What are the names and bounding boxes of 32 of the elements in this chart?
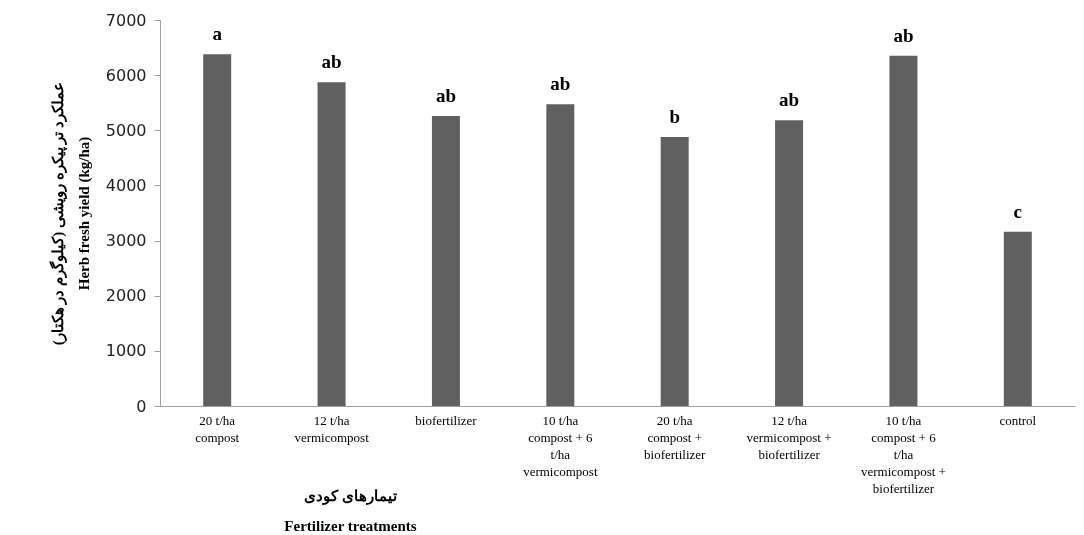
x-tick-label: control [999, 412, 1037, 428]
y-tick-label: 0 [136, 396, 147, 416]
bar [546, 104, 575, 406]
bar [431, 115, 460, 406]
x-tick-label: 20 t/ha compost [195, 412, 240, 445]
bar [660, 136, 689, 406]
annotation: ab [321, 51, 342, 73]
y-tick-label: 2000 [105, 286, 147, 306]
bar [775, 120, 804, 406]
x-tick-label: 20 t/ha compost + biofertilizer [644, 412, 707, 462]
annotation: a [212, 23, 223, 45]
y-tick-label: 6000 [105, 65, 147, 85]
y-tick-label: 7000 [105, 10, 147, 30]
x-tick-label: 12 t/ha vermicompost [294, 412, 370, 445]
bar [889, 55, 918, 406]
bar [317, 82, 346, 406]
y-tick-label: 5000 [105, 120, 147, 140]
annotation: ab [893, 24, 914, 46]
y-tick-label: 1000 [105, 341, 147, 361]
bar [1003, 231, 1032, 406]
y-tick-label: 4000 [105, 175, 147, 195]
x-tick-label: biofertilizer [415, 412, 478, 428]
annotation: b [669, 105, 680, 127]
annotation: c [1013, 200, 1023, 222]
bar [203, 54, 232, 406]
x-tick-label: 10 t/ha compost + 6 t/ha vermicompost + biofertilizer [860, 412, 946, 496]
x-tick-label: 10 t/ha compost + 6 t/ha vermicompost [523, 412, 598, 479]
annotation: ab [550, 73, 571, 95]
x-tick-label: 12 t/ha vermicompost + biofertilizer [746, 412, 832, 462]
annotation: ab [435, 84, 456, 106]
annotation: ab [779, 89, 800, 111]
y-tick-label: 3000 [105, 231, 147, 251]
